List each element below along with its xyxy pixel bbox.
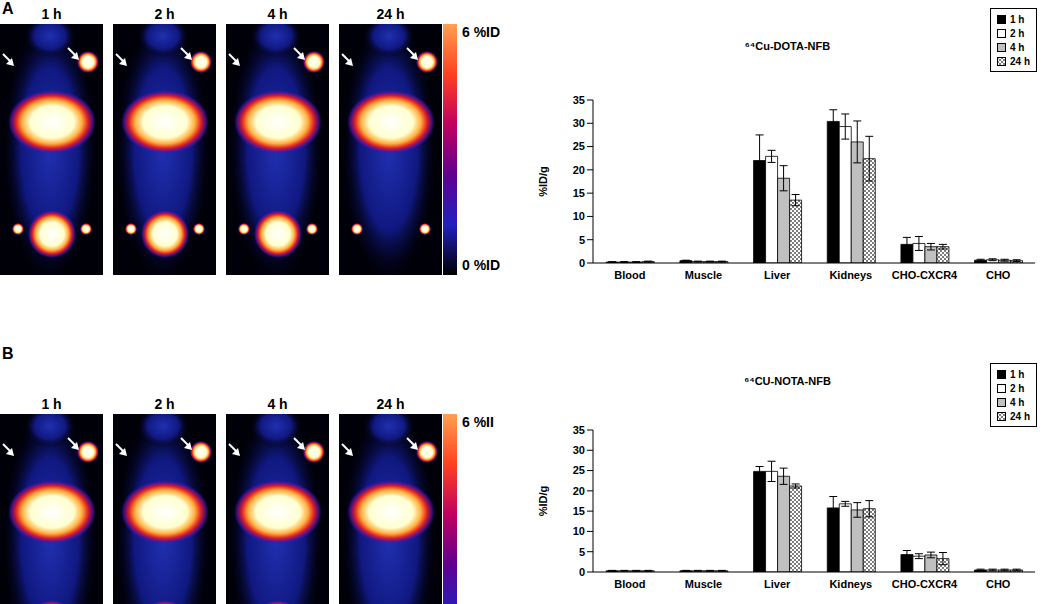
svg-text:35: 35	[573, 94, 585, 106]
html-text:2 h: 2 h	[154, 396, 175, 412]
svg-text:CHO: CHO	[986, 269, 1011, 281]
html-text:0 %ID: 0 %ID	[462, 257, 501, 273]
html-text:2 h: 2 h	[154, 6, 175, 22]
svg-text:30: 30	[573, 117, 585, 129]
html-text:24 h: 24 h	[1010, 410, 1030, 422]
html-text:A: A	[2, 0, 14, 17]
html-text:4 h: 4 h	[267, 396, 288, 412]
html-text:4 h: 4 h	[1010, 41, 1025, 53]
svg-text:5: 5	[579, 546, 585, 558]
svg-text:Liver: Liver	[764, 578, 791, 590]
html-text:2 h: 2 h	[1010, 27, 1025, 39]
html-text:⁶⁴CU-NOTA-NFB: ⁶⁴CU-NOTA-NFB	[744, 375, 831, 387]
svg-text:10: 10	[573, 210, 585, 222]
svg-text:Muscle: Muscle	[685, 269, 722, 281]
svg-text:25: 25	[573, 140, 585, 152]
html-text:1 h: 1 h	[41, 396, 62, 412]
html-text:B: B	[2, 345, 14, 362]
html-text:6 %II: 6 %II	[462, 414, 494, 430]
html-text:⁶⁴Cu-DOTA-NFB: ⁶⁴Cu-DOTA-NFB	[744, 40, 831, 52]
svg-text:35: 35	[573, 424, 585, 436]
svg-text:25: 25	[573, 464, 585, 476]
html-text:24 h: 24 h	[376, 6, 405, 22]
html-text:24 h: 24 h	[376, 396, 405, 412]
svg-text:Kidneys: Kidneys	[829, 578, 872, 590]
svg-text:15: 15	[573, 505, 585, 517]
svg-text:0: 0	[579, 566, 585, 578]
svg-text:30: 30	[573, 444, 585, 456]
html-text:6 %ID: 6 %ID	[462, 24, 501, 40]
svg-text:CHO-CXCR4: CHO-CXCR4	[892, 578, 958, 590]
svg-text:%ID/g: %ID/g	[537, 166, 549, 197]
svg-text:10: 10	[573, 525, 585, 537]
html-text:1 h: 1 h	[1010, 368, 1025, 380]
svg-text:Kidneys: Kidneys	[829, 269, 872, 281]
svg-text:Blood: Blood	[614, 578, 645, 590]
html-text:4 h: 4 h	[267, 6, 288, 22]
svg-text:20: 20	[573, 485, 585, 497]
svg-text:0: 0	[579, 257, 585, 269]
html-text:1 h: 1 h	[41, 6, 62, 22]
html-text:1 h: 1 h	[1010, 13, 1025, 25]
svg-text:Muscle: Muscle	[685, 578, 722, 590]
html-text:2 h: 2 h	[1010, 382, 1025, 394]
svg-text:Blood: Blood	[614, 269, 645, 281]
svg-text:CHO-CXCR4: CHO-CXCR4	[892, 269, 958, 281]
html-text:24 h: 24 h	[1010, 55, 1030, 67]
svg-text:5: 5	[579, 234, 585, 246]
svg-text:15: 15	[573, 187, 585, 199]
svg-text:20: 20	[573, 164, 585, 176]
svg-text:CHO: CHO	[986, 578, 1011, 590]
svg-text:%ID/g: %ID/g	[537, 486, 549, 517]
html-text:4 h: 4 h	[1010, 396, 1025, 408]
svg-text:Liver: Liver	[764, 269, 791, 281]
